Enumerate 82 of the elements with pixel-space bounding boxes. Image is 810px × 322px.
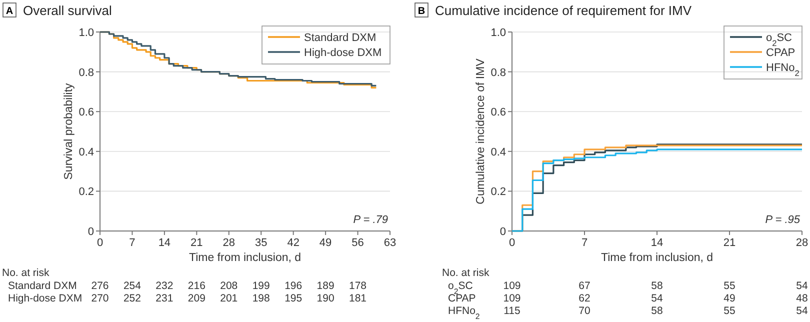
text: Standard DXM <box>8 280 77 292</box>
text: 55 <box>724 280 736 292</box>
x-tick-label: 0 <box>96 237 104 249</box>
x-tick-label: 0 <box>508 237 516 249</box>
text: 54 <box>651 292 663 304</box>
text: 270 <box>91 292 109 304</box>
x-axis-title: Time from inclusion, d <box>600 252 714 264</box>
x-tick-label: 7 <box>129 237 136 249</box>
text: 231 <box>156 292 174 304</box>
y-tick-label: 0.2 <box>490 186 506 198</box>
text: o$_{2}$SC <box>448 280 474 296</box>
x-tick-label: 49 <box>319 237 332 249</box>
y-tick-label: 0.4 <box>490 146 506 158</box>
text: No. at risk <box>442 267 490 279</box>
text: 198 <box>252 292 270 304</box>
text: HFNo$_{2}$ <box>448 305 480 320</box>
text: 252 <box>123 292 142 304</box>
text: 181 <box>349 292 367 304</box>
text: 109 <box>503 280 521 292</box>
text: 209 <box>188 292 206 304</box>
text: 232 <box>156 280 174 292</box>
text: 48 <box>796 292 808 304</box>
text: 216 <box>188 280 206 292</box>
x-tick-label: 63 <box>384 237 396 249</box>
text: High-dose DXM <box>8 292 82 304</box>
text: 67 <box>578 280 590 292</box>
text: No. at risk <box>2 267 50 279</box>
text: 201 <box>220 292 238 304</box>
annotation: P = .95 <box>765 214 801 226</box>
chart-title: Cumulative incidence of requirement for IMV <box>435 3 692 18</box>
panel-letter-box: B <box>414 2 428 18</box>
chart-title: Overall survival <box>23 3 112 18</box>
x-tick-label: 42 <box>287 237 300 249</box>
legend-label: Standard DXM <box>304 32 376 44</box>
y-tick-label: 0.6 <box>490 106 506 119</box>
legend-label: HFNo$_{2}$ <box>766 62 800 78</box>
legend-label: High-dose DXM <box>304 47 382 59</box>
y-tick-label: 1.0 <box>78 27 94 39</box>
x-axis-title: Time from inclusion, d <box>188 252 302 264</box>
text: 190 <box>316 292 334 304</box>
text: 208 <box>220 280 238 292</box>
x-tick-label: 28 <box>222 237 236 249</box>
y-axis-title: Cumulative incidence of IMV <box>475 58 487 204</box>
text: 70 <box>578 305 590 317</box>
x-tick-label: 14 <box>158 237 171 249</box>
text: 58 <box>651 305 663 317</box>
x-tick-label: 21 <box>190 237 203 249</box>
y-axis-title: Survival probability <box>63 82 75 180</box>
x-tick-label: 14 <box>650 237 664 249</box>
text: 54 <box>796 305 808 317</box>
y-tick-label: 0.8 <box>78 66 94 79</box>
text: 195 <box>284 292 302 304</box>
x-tick-label: 7 <box>581 237 588 249</box>
text: 254 <box>123 280 142 292</box>
y-tick-label: 0 <box>88 226 94 238</box>
y-tick-label: 0.4 <box>78 146 94 158</box>
y-tick-label: 0 <box>500 226 506 238</box>
y-tick-label: 0.2 <box>78 186 94 198</box>
y-tick-label: 1.0 <box>490 27 506 39</box>
text: 58 <box>651 280 663 292</box>
x-tick-label: 56 <box>352 237 364 249</box>
x-tick-label: 35 <box>254 237 268 249</box>
x-tick-label: 28 <box>796 237 808 249</box>
text: 199 <box>252 280 270 292</box>
panel-letter-box: A <box>2 2 16 18</box>
text: 49 <box>724 292 736 304</box>
text: 276 <box>91 280 109 292</box>
text: 54 <box>796 280 808 292</box>
annotation: P = .79 <box>353 214 388 226</box>
y-tick-label: 0.6 <box>78 106 94 119</box>
text: 196 <box>284 280 302 292</box>
text: 62 <box>578 292 590 304</box>
text: 55 <box>724 305 736 317</box>
text: 115 <box>504 305 521 317</box>
text: 109 <box>503 292 521 304</box>
legend-label: CPAP <box>766 47 796 59</box>
text: 178 <box>349 280 367 292</box>
x-tick-label: 21 <box>723 237 736 249</box>
text: 189 <box>316 280 334 292</box>
text: CPAP <box>448 292 476 304</box>
y-tick-label: 0.8 <box>490 66 506 79</box>
legend-label: o$_{2}$SC <box>766 32 792 48</box>
